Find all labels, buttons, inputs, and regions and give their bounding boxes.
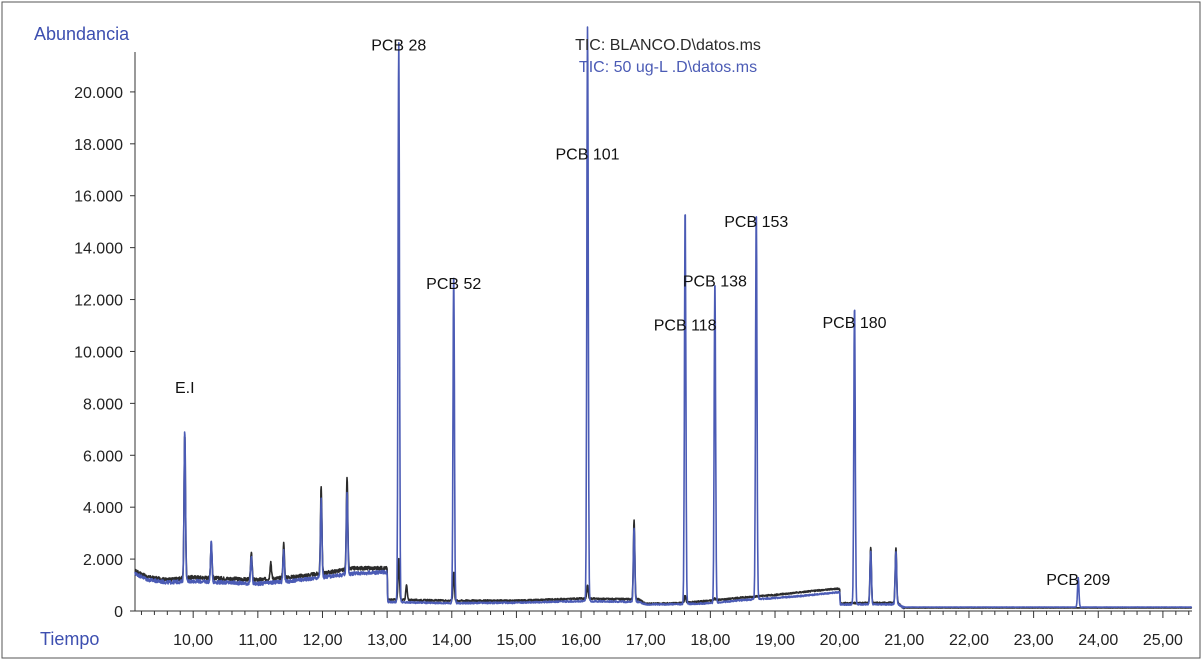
- x-tick-label: 12,00: [302, 632, 342, 649]
- y-tick-label: 4.000: [83, 500, 123, 517]
- y-tick-label: 10.000: [74, 344, 123, 361]
- y-tick-label: 2.000: [83, 552, 123, 569]
- legend-entry: TIC: 50 ug-L .D\datos.ms: [579, 59, 757, 76]
- x-tick-label: 23,00: [1014, 632, 1054, 649]
- y-tick-label: 14.000: [74, 241, 123, 258]
- peak-label: PCB 138: [683, 274, 747, 291]
- x-tick-label: 21,00: [884, 632, 924, 649]
- y-tick-label: 20.000: [74, 85, 123, 102]
- peak-label: PCB 101: [556, 146, 620, 163]
- y-tick-label: 16.000: [74, 189, 123, 206]
- y-tick-label: 12.000: [74, 293, 123, 310]
- peak-label: E.I: [175, 380, 195, 397]
- x-tick-label: 14,00: [432, 632, 472, 649]
- x-tick-label: 10,00: [173, 632, 213, 649]
- series-line: [134, 26, 1193, 609]
- y-tick-label: 0: [114, 604, 123, 621]
- peak-label: PCB 209: [1046, 572, 1110, 589]
- x-tick-label: 19,00: [755, 632, 795, 649]
- series-lines: [134, 26, 1193, 610]
- x-tick-label: 24,00: [1078, 632, 1118, 649]
- legend-entry: TIC: BLANCO.D\datos.ms: [575, 37, 761, 54]
- peak-label: PCB 180: [823, 315, 887, 332]
- x-tick-label: 22,00: [949, 632, 989, 649]
- y-axis-title: Abundancia: [34, 24, 130, 44]
- x-tick-label: 17,00: [626, 632, 666, 649]
- y-tick-label: 8.000: [83, 396, 123, 413]
- legend: TIC: BLANCO.D\datos.ms TIC: 50 ug-L .D\da…: [575, 37, 761, 76]
- x-tick-label: 11,00: [238, 632, 277, 649]
- x-tick-label: 25,00: [1143, 632, 1183, 649]
- x-axis-title: Tiempo: [40, 629, 99, 649]
- peak-label: PCB 52: [426, 276, 481, 293]
- x-tick-label: 16,00: [561, 632, 601, 649]
- y-tick-label: 6.000: [83, 448, 123, 465]
- peak-label: PCB 28: [371, 37, 426, 54]
- peak-annotations: E.I PCB 28 PCB 52 PCB 101 PCB 118 PCB 138 PCB …: [175, 37, 1110, 589]
- peak-label: PCB 153: [724, 214, 788, 231]
- x-tick-label: 15,00: [496, 632, 536, 649]
- peak-label: PCB 118: [654, 318, 717, 335]
- axes: 0 2.000 4.000 6.000 8.000 10.000 12.000 14.000 1…: [34, 24, 1192, 649]
- x-tick-label: 18,00: [690, 632, 730, 649]
- y-tick-label: 18.000: [74, 137, 123, 154]
- x-tick-label: 13,00: [367, 632, 407, 649]
- x-tick-label: 20,00: [820, 632, 860, 649]
